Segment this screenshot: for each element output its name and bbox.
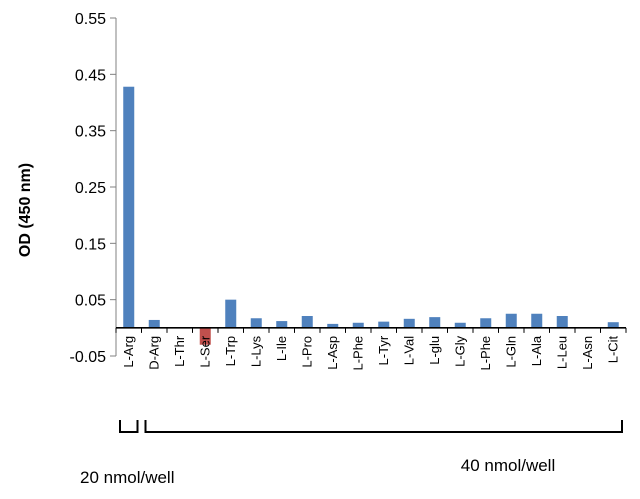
x-tick-label: L-glu xyxy=(427,336,442,365)
x-tick-label: L-Ala xyxy=(529,335,544,366)
bar-d-arg xyxy=(148,319,160,328)
bar-l-leu xyxy=(556,316,568,328)
x-tick-label: L-Lys xyxy=(248,335,263,367)
bars xyxy=(123,86,619,345)
bar-l-cit xyxy=(607,322,619,328)
y-tick-label: 0.05 xyxy=(75,293,106,310)
group-label: 20 nmol/well xyxy=(80,468,175,487)
x-tick-label: L-Cit xyxy=(605,335,620,363)
x-tick-label: L-Ser xyxy=(197,335,212,367)
x-tick-label: L-Ile xyxy=(274,336,289,361)
bar-l-gly xyxy=(454,322,466,328)
bar-l-ser xyxy=(199,327,211,345)
bar-l-pro xyxy=(301,316,313,328)
x-tick-label: L-Gln xyxy=(503,336,518,368)
x-tick-label: D-Arg xyxy=(146,336,161,370)
group-bracket xyxy=(144,420,623,433)
bar-l-val xyxy=(403,318,415,328)
y-tick-label: 0.25 xyxy=(75,180,106,197)
bar-l-phe xyxy=(480,318,492,328)
x-tick-label: L-Pro xyxy=(299,336,314,368)
bar-l-phe xyxy=(352,322,364,328)
x-tick-label: L-Asn xyxy=(580,336,595,370)
x-tick-label: L-Val xyxy=(401,336,416,365)
y-tick-label: 0.15 xyxy=(75,236,106,253)
bar-l-gln xyxy=(505,313,517,328)
bar-l-asp xyxy=(327,323,339,328)
x-tick-label: L-Leu xyxy=(554,336,569,369)
x-tick-label: L-Asp xyxy=(325,336,340,370)
x-tick-label: L-Arg xyxy=(121,336,136,368)
group-bracket xyxy=(119,420,139,433)
bar-l-trp xyxy=(225,299,237,328)
x-tick-label: L-Trp xyxy=(223,336,238,367)
x-tick-label: L-Gly xyxy=(452,335,467,367)
y-axis: -0.05 0.05 0.15 0.25 0.35 0.45 0.55 xyxy=(70,11,117,366)
y-tick-label: -0.05 xyxy=(70,349,107,366)
y-tick-label: 0.55 xyxy=(75,11,106,28)
y-tick-label: 0.45 xyxy=(75,67,106,84)
x-tick-label: L-Phe xyxy=(350,336,365,371)
y-tick-label: 0.35 xyxy=(75,124,106,141)
x-tick-label: L-Phe xyxy=(478,336,493,371)
bar-l-lys xyxy=(250,318,262,328)
x-axis: L-Arg D-Arg L-Thr L-Ser L-Trp L-Lys L-Ile L-Pro… xyxy=(115,327,627,371)
bar-l-tyr xyxy=(378,321,390,328)
group-brackets: 20 nmol/well 40 nmol/well xyxy=(80,420,623,487)
x-tick-label: L-Thr xyxy=(172,335,187,367)
y-axis-label: OD (450 nm) xyxy=(17,163,34,257)
bar-l-ala xyxy=(531,313,543,328)
bar-l-ile xyxy=(276,321,288,328)
x-tick-label: L-Tyr xyxy=(376,335,391,365)
group-label: 40 nmol/well xyxy=(461,456,556,475)
bar-l-glu xyxy=(429,317,441,328)
bar-l-arg xyxy=(123,86,135,328)
